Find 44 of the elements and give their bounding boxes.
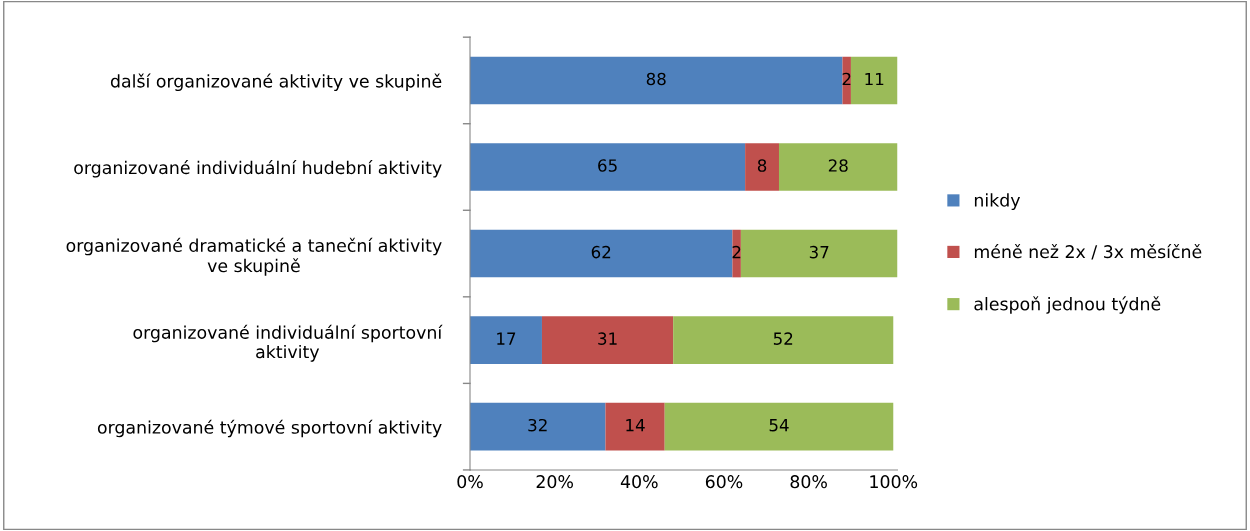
bar bbox=[740, 229, 898, 278]
bar bbox=[470, 402, 606, 451]
data-label: 31 bbox=[598, 332, 617, 345]
data-label: 17 bbox=[497, 332, 516, 345]
y-tick-label: organizované dramatické a taneční aktivity ve skupině bbox=[66, 237, 442, 276]
legend-label: alespoň jednou týdně bbox=[974, 296, 1161, 314]
data-label: 62 bbox=[591, 245, 611, 259]
data-label: 54 bbox=[769, 419, 789, 432]
x-tick-label: 0% bbox=[457, 475, 483, 489]
data-label: 8 bbox=[757, 159, 767, 172]
y-tick-label: organizované týmové sportovní aktivity bbox=[97, 419, 442, 438]
bar bbox=[470, 56, 843, 105]
bar bbox=[745, 143, 779, 191]
data-label: 52 bbox=[773, 332, 793, 345]
y-tick-label: další organizované aktivity ve skupině bbox=[110, 73, 442, 91]
data-label: 2 bbox=[842, 72, 851, 86]
x-tick-label: 60% bbox=[705, 475, 743, 489]
x-tick-label: 80% bbox=[790, 475, 827, 489]
y-tick-label: organizované individuální sportovní aktivity bbox=[133, 324, 443, 362]
y-tick-label: organizované individuální hudební aktivity bbox=[74, 160, 442, 178]
x-tick-label: 40% bbox=[620, 475, 658, 489]
x-tick-label: 20% bbox=[536, 475, 573, 489]
bar bbox=[850, 56, 898, 105]
bar bbox=[470, 229, 733, 278]
legend-label: méně než 2x / 3x měsíčně bbox=[974, 244, 1202, 260]
data-label: 28 bbox=[828, 159, 848, 172]
data-label: 37 bbox=[809, 245, 829, 259]
x-tick-label: 100% bbox=[870, 475, 918, 489]
bar bbox=[664, 402, 894, 451]
data-label: 2 bbox=[732, 245, 741, 259]
bar bbox=[470, 316, 542, 364]
bar bbox=[732, 229, 741, 278]
data-label: 11 bbox=[865, 72, 884, 86]
bar bbox=[842, 56, 851, 105]
bar bbox=[605, 402, 665, 451]
bar bbox=[778, 143, 898, 191]
data-label: 88 bbox=[646, 72, 666, 86]
data-label: 65 bbox=[598, 159, 617, 172]
bar bbox=[470, 143, 746, 191]
legend-label: nikdy bbox=[974, 193, 1021, 211]
data-label: 32 bbox=[528, 418, 547, 432]
data-label: 14 bbox=[626, 419, 645, 432]
bar bbox=[541, 316, 674, 364]
bar bbox=[673, 316, 894, 364]
